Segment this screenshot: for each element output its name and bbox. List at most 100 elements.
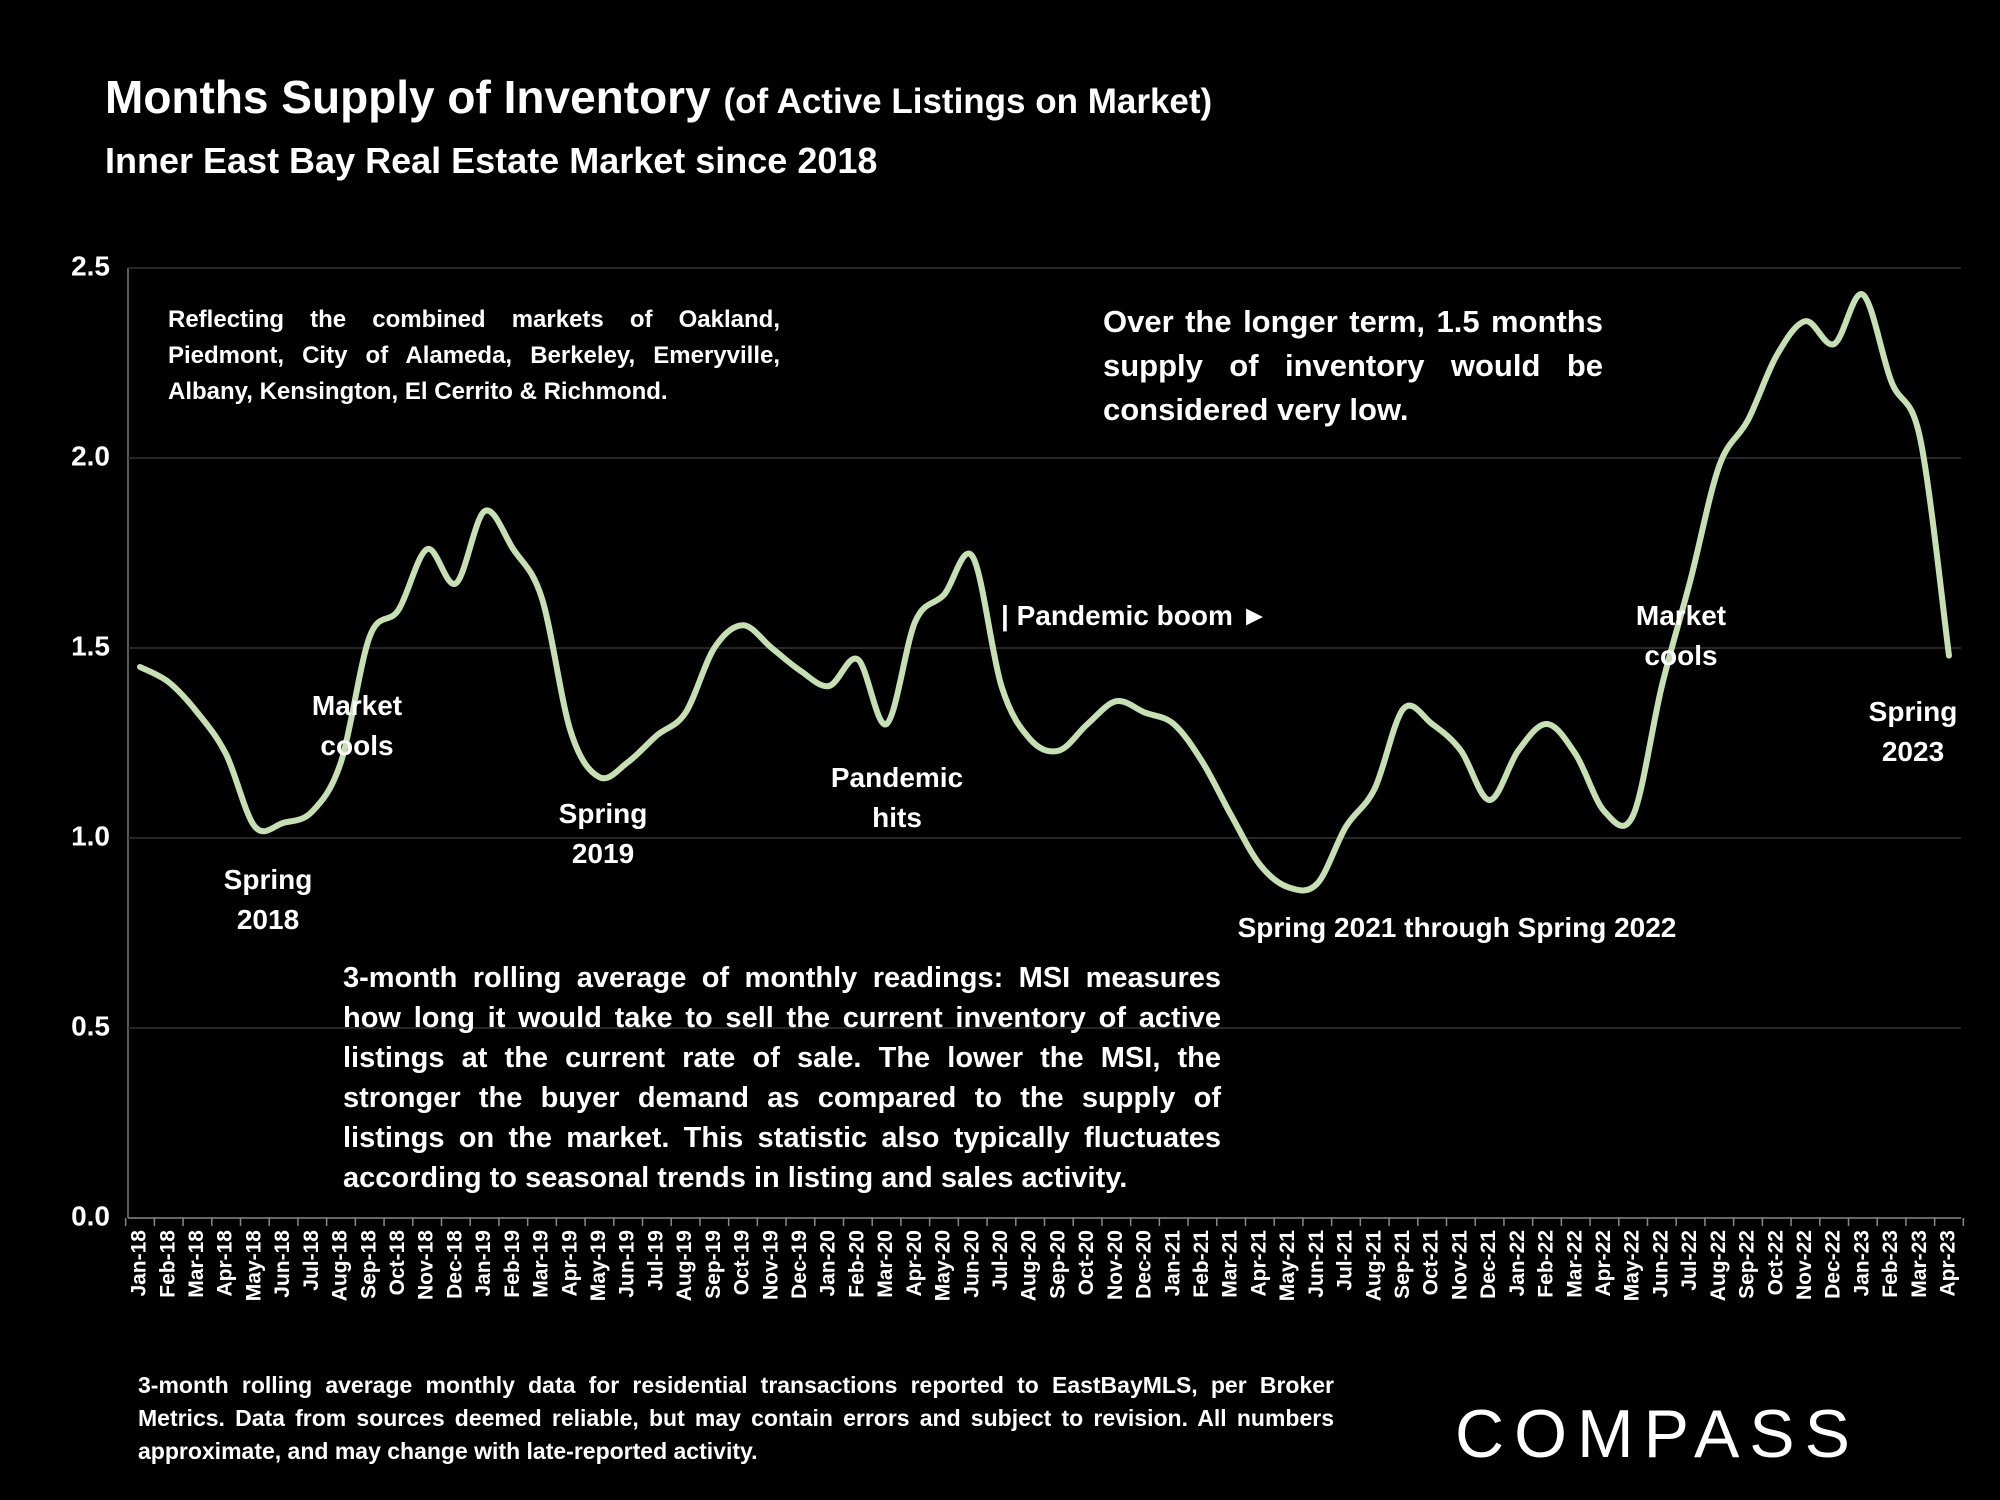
x-tick-label: Oct-18: [386, 1230, 409, 1296]
annotation-line: Spring: [558, 798, 648, 829]
x-tick-label: Jan-19: [472, 1230, 495, 1297]
x-tick-label: Apr-23: [1937, 1230, 1960, 1297]
x-tick-label: Jan-23: [1850, 1230, 1873, 1297]
x-tick-label: Jun-18: [271, 1230, 294, 1298]
annotation-line: Spring: [1868, 696, 1958, 727]
x-tick-label: Jul-18: [300, 1230, 323, 1291]
x-tick-label: Dec-20: [1133, 1230, 1156, 1299]
x-tick-label: Jan-20: [817, 1230, 840, 1297]
x-tick-label: Feb-22: [1535, 1230, 1558, 1298]
note: Over the longer term, 1.5 months supply …: [1103, 304, 1603, 427]
annotation-line: 2023: [1881, 736, 1945, 767]
x-tick-label: Sep-20: [1046, 1230, 1069, 1299]
footnote: 3-month rolling average monthly data for…: [138, 1372, 1334, 1464]
x-tick-label: Mar-21: [1219, 1230, 1242, 1298]
x-tick-label: Sep-18: [357, 1230, 380, 1299]
x-tick-label: Apr-19: [558, 1230, 581, 1297]
note: Reflecting the combined markets of Oakla…: [168, 306, 780, 405]
annotation-line: 2019: [571, 838, 635, 869]
y-tick-label: 1.0: [71, 820, 110, 851]
x-tick-label: Mar-20: [874, 1230, 897, 1298]
x-tick-label: Apr-20: [903, 1230, 926, 1297]
data-line: [137, 291, 1952, 894]
y-tick-label: 2.5: [71, 250, 110, 281]
x-tick-label: Feb-18: [156, 1230, 179, 1298]
x-tick-label: Feb-21: [1190, 1230, 1213, 1298]
y-tick-label: 0.5: [71, 1010, 110, 1041]
x-tick-label: Jul-19: [644, 1230, 667, 1291]
annotation-line: Pandemic: [830, 762, 964, 793]
x-tick-label: Apr-21: [1247, 1230, 1270, 1297]
annotation: Spring 2023: [1869, 692, 1958, 772]
x-tick-label: Jun-21: [1305, 1230, 1328, 1298]
note: 3-month rolling average of monthly readi…: [343, 962, 1221, 1194]
y-tick-label: 2.0: [71, 440, 110, 471]
x-tick-label: Dec-18: [443, 1230, 466, 1299]
chart-title: Months Supply of Inventory: [105, 71, 711, 123]
x-tick-label: Jul-22: [1678, 1230, 1701, 1291]
annotation-line: 2018: [236, 904, 300, 935]
x-tick-label: Aug-22: [1707, 1230, 1730, 1301]
x-tick-label: Oct-20: [1075, 1230, 1098, 1295]
x-tick-label: May-19: [587, 1230, 610, 1301]
x-tick-label: Oct-19: [731, 1230, 754, 1295]
chart-title-block: Months Supply of Inventory (of Active Li…: [105, 70, 1212, 124]
x-tick-label: May-20: [932, 1230, 955, 1301]
x-tick-label: Apr-22: [1592, 1230, 1615, 1297]
annotation: | Pandemic boom ►: [1001, 596, 1268, 636]
x-tick-label: Aug-20: [1018, 1230, 1041, 1301]
x-tick-label: Nov-19: [759, 1230, 782, 1300]
x-tick-label: Aug-19: [673, 1230, 696, 1301]
x-tick-label: Mar-23: [1908, 1230, 1931, 1298]
x-tick-label: Apr-18: [214, 1230, 237, 1297]
annotation-line: Market: [311, 690, 403, 721]
x-tick-label: Mar-22: [1563, 1230, 1586, 1298]
x-tick-label: Jan-22: [1506, 1230, 1529, 1297]
chart-title-suffix: (of Active Listings on Market): [723, 82, 1213, 121]
x-tick-label: Nov-21: [1448, 1230, 1471, 1300]
brand-logo: COMPASS: [1455, 1396, 1861, 1472]
y-tick-label: 0.0: [71, 1200, 110, 1231]
x-tick-label: Jun-19: [616, 1230, 639, 1298]
annotation-line: cools: [320, 730, 394, 761]
annotation-line: | Pandemic boom ►: [1001, 600, 1269, 631]
x-tick-label: Jun-22: [1649, 1230, 1672, 1298]
x-tick-label: Mar-19: [530, 1230, 553, 1298]
annotation: Pandemic hits: [831, 758, 963, 838]
x-tick-label: Jun-20: [960, 1230, 983, 1298]
x-tick-label: May-22: [1621, 1230, 1644, 1301]
x-tick-label: Dec-21: [1477, 1230, 1500, 1299]
annotation-line: cools: [1644, 640, 1718, 671]
x-tick-label: Sep-21: [1391, 1230, 1414, 1299]
x-tick-label: Aug-18: [329, 1230, 352, 1301]
x-tick-label: Feb-23: [1879, 1230, 1902, 1298]
annotation: Spring 2018: [224, 860, 313, 940]
annotation-line: Market: [1635, 600, 1727, 631]
x-tick-label: Jan-18: [128, 1230, 151, 1297]
annotation-line: Spring: [223, 864, 313, 895]
chart-subtitle: Inner East Bay Real Estate Market since …: [105, 140, 878, 181]
x-tick-label: Feb-20: [845, 1230, 868, 1298]
x-tick-label: Oct-21: [1420, 1230, 1443, 1296]
x-tick-label: May-21: [1276, 1230, 1299, 1302]
x-tick-label: Nov-20: [1104, 1230, 1127, 1300]
y-tick-label: 1.5: [71, 630, 110, 661]
annotation-line: hits: [872, 802, 922, 833]
annotation: Market cools: [1636, 596, 1726, 676]
annotation: Market cools: [312, 686, 402, 766]
x-tick-label: Jul-20: [989, 1230, 1012, 1291]
x-tick-label: Sep-19: [702, 1230, 725, 1299]
annotation: Spring 2021 through Spring 2022: [1238, 908, 1677, 948]
x-tick-label: Dec-22: [1822, 1230, 1845, 1299]
x-tick-label: Sep-22: [1736, 1230, 1759, 1299]
x-tick-label: Oct-22: [1764, 1230, 1787, 1295]
x-tick-label: Dec-19: [788, 1230, 811, 1299]
x-tick-label: Feb-19: [501, 1230, 524, 1298]
x-tick-label: Mar-18: [185, 1230, 208, 1298]
annotation-line: Spring 2021 through Spring 2022: [1237, 912, 1677, 943]
x-tick-label: Aug-21: [1362, 1230, 1385, 1301]
annotation: Spring 2019: [559, 794, 648, 874]
x-tick-label: Jul-21: [1334, 1230, 1357, 1291]
